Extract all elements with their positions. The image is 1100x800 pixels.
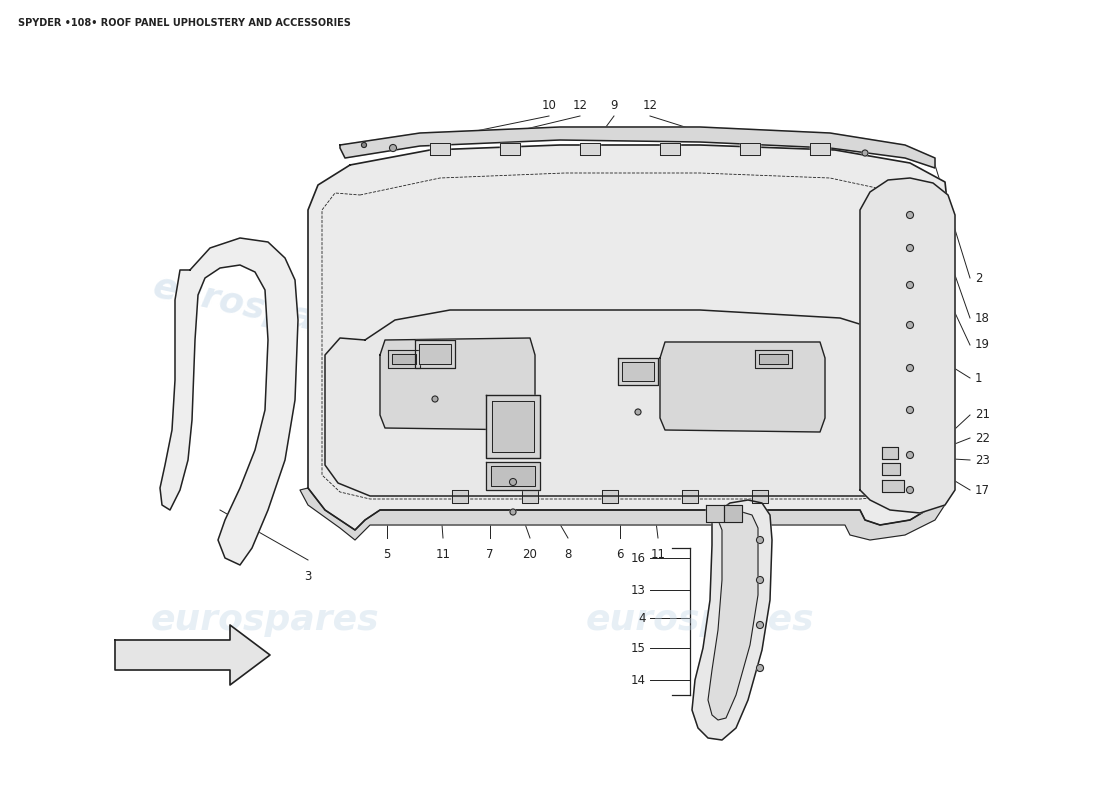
Text: 23: 23: [975, 454, 990, 466]
Text: 10: 10: [541, 99, 557, 112]
Text: 2: 2: [975, 271, 982, 285]
Circle shape: [510, 509, 516, 515]
Text: 6: 6: [616, 548, 624, 561]
Polygon shape: [379, 338, 535, 430]
Text: 9: 9: [610, 99, 618, 112]
Text: 14: 14: [631, 674, 646, 686]
Text: 17: 17: [975, 483, 990, 497]
Circle shape: [906, 282, 913, 289]
Polygon shape: [430, 143, 450, 155]
Circle shape: [906, 486, 913, 494]
Polygon shape: [486, 462, 540, 490]
Polygon shape: [300, 485, 948, 540]
Text: 13: 13: [631, 583, 646, 597]
Polygon shape: [692, 500, 772, 740]
Text: 22: 22: [975, 431, 990, 445]
Text: 16: 16: [631, 551, 646, 565]
Polygon shape: [682, 490, 698, 503]
Polygon shape: [580, 143, 600, 155]
Circle shape: [757, 622, 763, 629]
Polygon shape: [160, 238, 298, 565]
Text: 19: 19: [975, 338, 990, 351]
Circle shape: [757, 577, 763, 583]
Circle shape: [906, 365, 913, 371]
Polygon shape: [882, 463, 900, 475]
Circle shape: [906, 322, 913, 329]
Text: 11: 11: [650, 548, 666, 561]
Circle shape: [757, 537, 763, 543]
Circle shape: [906, 211, 913, 218]
Text: 12: 12: [572, 99, 587, 112]
Polygon shape: [415, 340, 455, 368]
Text: eurospares: eurospares: [151, 603, 380, 637]
Polygon shape: [708, 512, 758, 720]
Text: 8: 8: [564, 548, 572, 561]
Polygon shape: [492, 401, 534, 452]
Circle shape: [906, 406, 913, 414]
Polygon shape: [882, 447, 898, 459]
Polygon shape: [660, 143, 680, 155]
Polygon shape: [308, 145, 948, 530]
Circle shape: [906, 451, 913, 458]
Polygon shape: [452, 490, 468, 503]
Polygon shape: [740, 143, 760, 155]
Polygon shape: [810, 143, 830, 155]
Polygon shape: [486, 395, 540, 458]
Text: 5: 5: [383, 548, 390, 561]
Circle shape: [635, 409, 641, 415]
Text: eurospares: eurospares: [585, 270, 815, 350]
Polygon shape: [500, 143, 520, 155]
Circle shape: [509, 478, 517, 486]
Polygon shape: [522, 490, 538, 503]
Text: eurospares: eurospares: [585, 603, 814, 637]
Circle shape: [389, 145, 396, 151]
Circle shape: [432, 396, 438, 402]
Polygon shape: [724, 505, 743, 522]
Polygon shape: [340, 127, 935, 168]
Polygon shape: [116, 625, 270, 685]
Text: 21: 21: [975, 409, 990, 422]
Text: 3: 3: [305, 570, 311, 583]
Text: eurospares: eurospares: [150, 270, 381, 350]
Polygon shape: [324, 310, 918, 496]
Polygon shape: [491, 466, 535, 486]
Circle shape: [757, 665, 763, 671]
Text: 20: 20: [522, 548, 538, 561]
Polygon shape: [759, 354, 788, 364]
Text: 4: 4: [638, 611, 646, 625]
Polygon shape: [706, 505, 724, 522]
Text: 15: 15: [631, 642, 646, 654]
Polygon shape: [419, 344, 451, 364]
Polygon shape: [860, 178, 955, 513]
Text: 18: 18: [975, 311, 990, 325]
Polygon shape: [882, 480, 904, 492]
Circle shape: [862, 150, 868, 156]
Polygon shape: [660, 342, 825, 432]
Text: SPYDER •108• ROOF PANEL UPHOLSTERY AND ACCESSORIES: SPYDER •108• ROOF PANEL UPHOLSTERY AND A…: [18, 18, 351, 28]
Circle shape: [906, 245, 913, 251]
Text: 7: 7: [486, 548, 494, 561]
Text: 12: 12: [642, 99, 658, 112]
Polygon shape: [392, 354, 416, 364]
Polygon shape: [618, 358, 658, 385]
Polygon shape: [621, 362, 654, 381]
Polygon shape: [752, 490, 768, 503]
Polygon shape: [755, 350, 792, 368]
Polygon shape: [388, 350, 420, 368]
Text: 1: 1: [975, 371, 982, 385]
Polygon shape: [602, 490, 618, 503]
Text: 11: 11: [436, 548, 451, 561]
Circle shape: [362, 142, 366, 147]
